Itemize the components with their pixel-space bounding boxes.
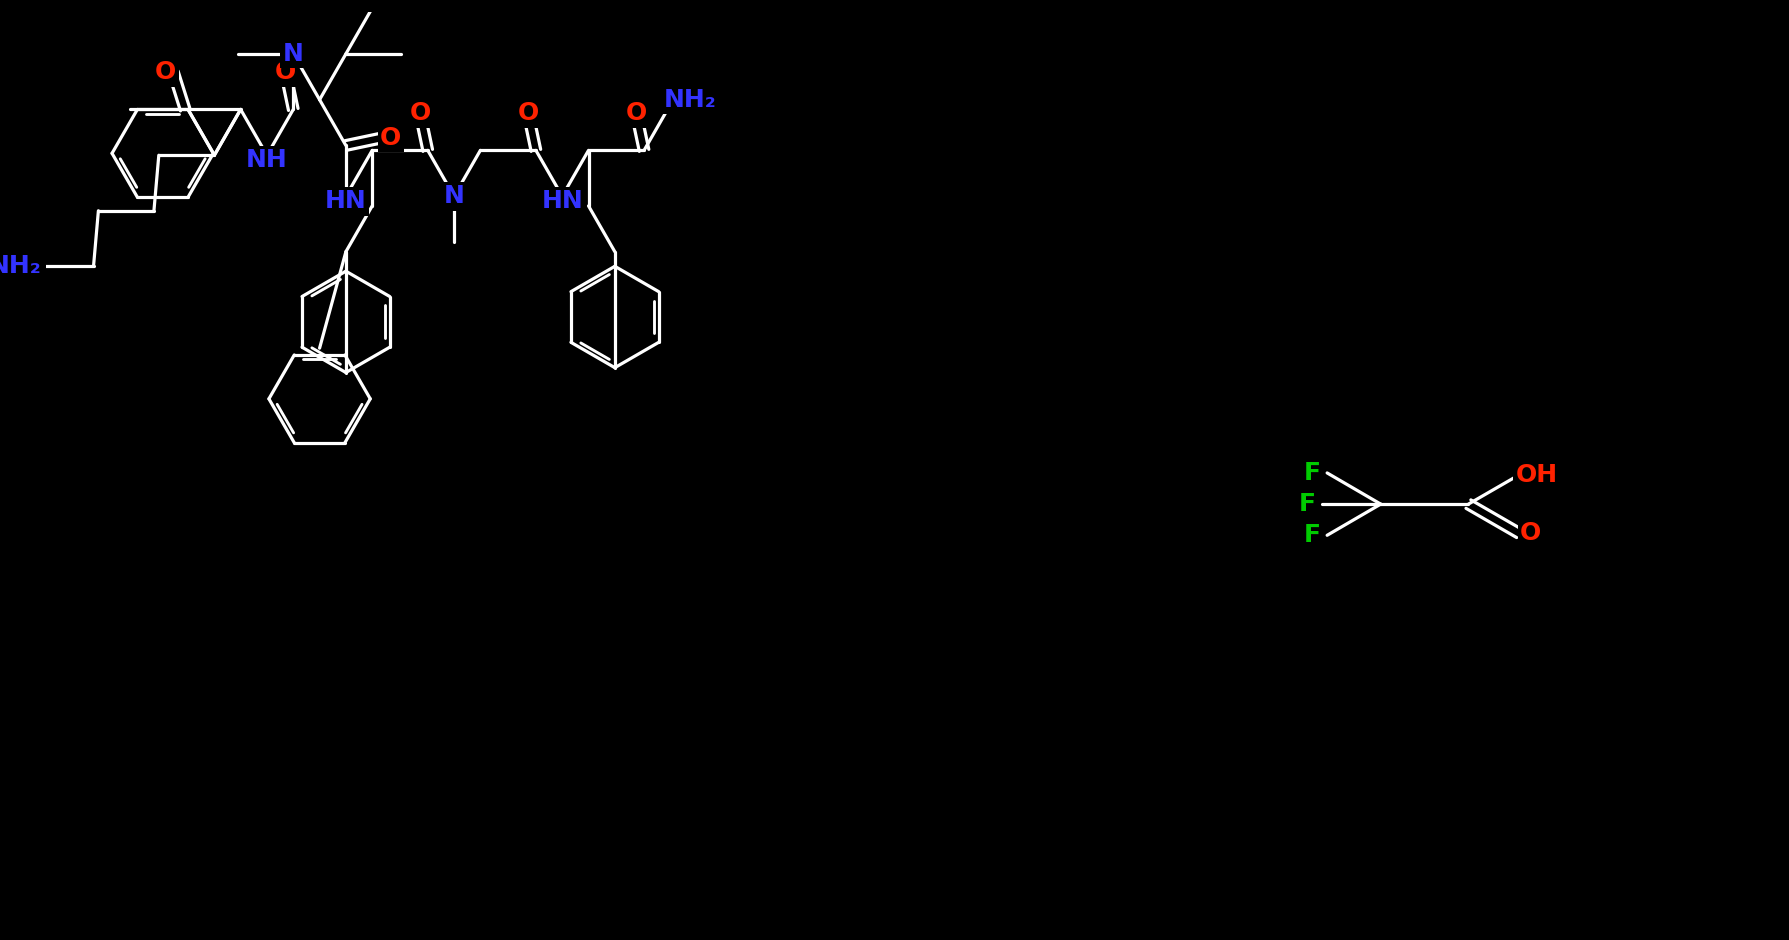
Text: F: F xyxy=(1304,524,1320,547)
Text: N: N xyxy=(283,42,304,66)
Text: N: N xyxy=(444,184,465,208)
Text: O: O xyxy=(1521,522,1542,545)
Text: O: O xyxy=(276,60,297,85)
Text: O: O xyxy=(626,102,648,125)
Text: O: O xyxy=(379,126,401,149)
Text: NH: NH xyxy=(247,149,288,172)
Text: NH₂: NH₂ xyxy=(664,87,716,112)
Text: O: O xyxy=(156,60,177,85)
Text: HN: HN xyxy=(326,189,367,213)
Text: O: O xyxy=(517,102,538,125)
Text: F: F xyxy=(1299,493,1317,516)
Text: HN: HN xyxy=(542,189,583,213)
Text: OH: OH xyxy=(1515,462,1558,487)
Text: O: O xyxy=(410,102,431,125)
Text: NH₂: NH₂ xyxy=(0,255,41,278)
Text: F: F xyxy=(1304,461,1320,485)
